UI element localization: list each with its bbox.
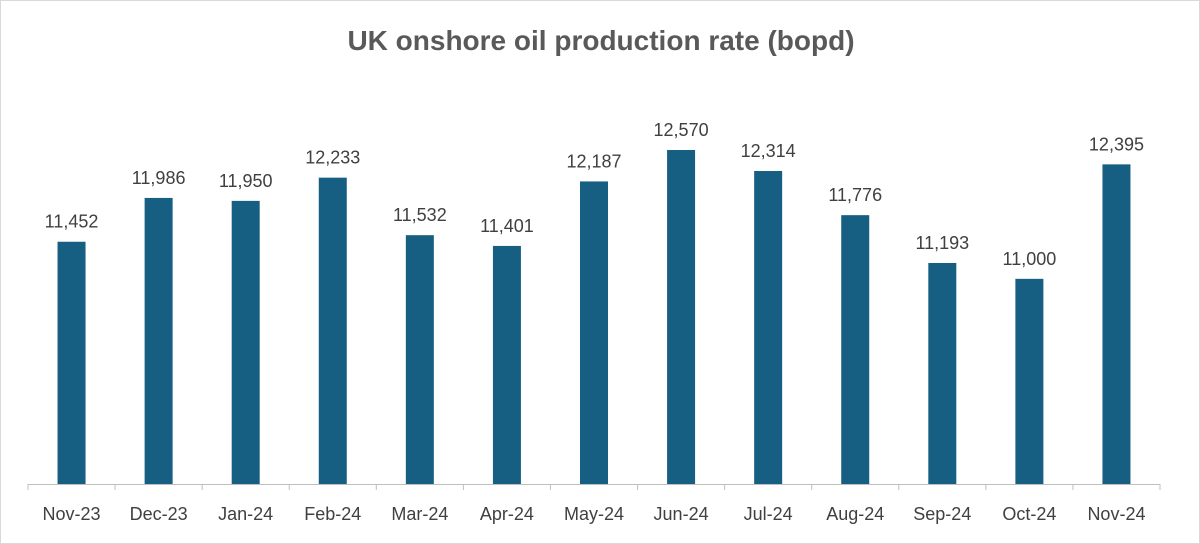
bar-apr-24 <box>492 245 521 484</box>
x-tick-label: Oct-24 <box>1002 504 1056 524</box>
x-tick-label: Dec-23 <box>130 504 188 524</box>
x-tick-label: Feb-24 <box>304 504 361 524</box>
data-label: 11,452 <box>45 212 99 232</box>
x-tick-label: Mar-24 <box>391 504 448 524</box>
bar-nov-24 <box>1102 164 1131 484</box>
x-axis-tick-labels: Nov-23 Dec-23 Jan-24 Feb-24 Mar-24 Apr-24 May-… <box>43 504 1146 524</box>
data-label: 11,401 <box>480 216 534 236</box>
x-axis-ticks <box>27 484 1161 490</box>
x-tick-label: Nov-23 <box>43 504 101 524</box>
x-tick-label: Jan-24 <box>218 504 273 524</box>
data-label: 11,950 <box>219 171 273 191</box>
bars-group <box>57 150 1131 485</box>
bar-jan-24 <box>231 200 260 484</box>
data-label: 11,532 <box>393 205 447 225</box>
data-label: 11,000 <box>1003 249 1057 269</box>
bar-nov-23 <box>57 241 86 484</box>
data-label: 12,395 <box>1089 134 1144 154</box>
x-tick-label: May-24 <box>564 504 624 524</box>
chart-title: UK onshore oil production rate (bopd) <box>347 25 855 56</box>
data-label: 11,776 <box>828 185 882 205</box>
data-label: 11,986 <box>132 168 186 188</box>
x-tick-label: Apr-24 <box>480 504 534 524</box>
bar-mar-24 <box>405 235 434 484</box>
x-tick-label: Aug-24 <box>826 504 884 524</box>
bar-may-24 <box>580 181 608 484</box>
x-tick-label: Sep-24 <box>913 504 971 524</box>
x-tick-label: Nov-24 <box>1087 504 1145 524</box>
x-tick-label: Jun-24 <box>654 504 709 524</box>
data-label: 12,314 <box>741 141 796 161</box>
bar-aug-24 <box>841 215 870 484</box>
bar-feb-24 <box>318 177 347 485</box>
x-tick-label: Jul-24 <box>744 504 793 524</box>
data-label: 12,570 <box>654 120 709 140</box>
data-label: 12,233 <box>305 148 360 168</box>
bar-dec-23 <box>144 197 173 485</box>
bar-jul-24 <box>754 171 783 484</box>
data-label: 11,193 <box>915 233 969 253</box>
bar-jun-24 <box>667 150 696 484</box>
data-label: 12,187 <box>566 151 621 171</box>
value-labels-group: 11,452 11,986 11,950 12,233 11,532 11,401 12,1… <box>45 120 1144 269</box>
bar-oct-24 <box>1015 278 1044 484</box>
bar-sep-24 <box>928 263 957 484</box>
